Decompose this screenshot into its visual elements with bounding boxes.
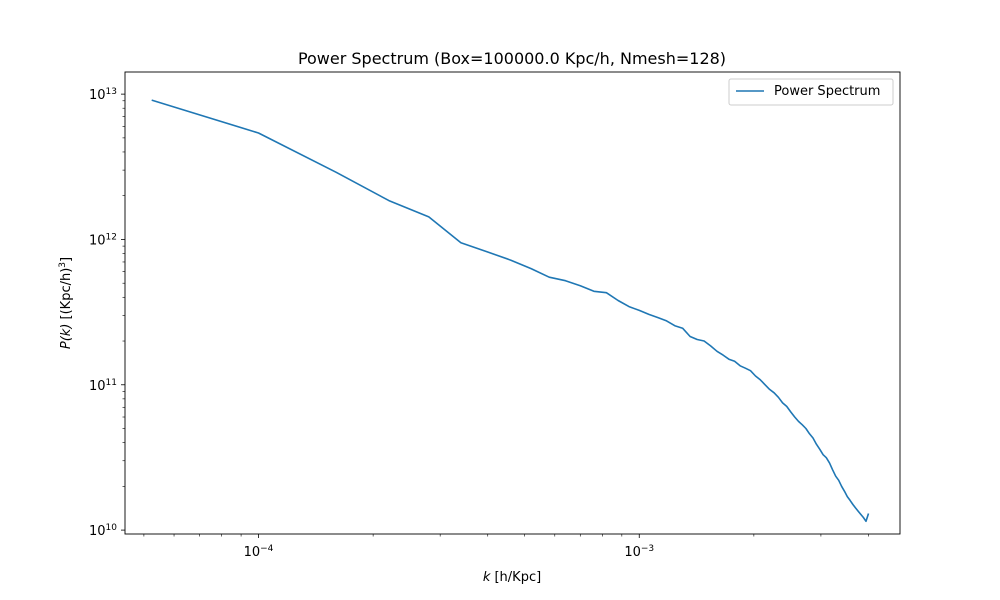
legend-box bbox=[728, 78, 894, 106]
x-tick-label: 10−3 bbox=[624, 544, 654, 560]
y-axis-label-prefix: P(k) bbox=[59, 324, 74, 350]
chart-title: Power Spectrum (Box=100000.0 Kpc/h, Nmes… bbox=[298, 49, 726, 68]
y-axis-label-suffix: ] bbox=[59, 257, 74, 262]
legend: Power Spectrum bbox=[728, 78, 894, 106]
axes-frame bbox=[124, 71, 901, 535]
series-line-power-spectrum bbox=[151, 99, 870, 523]
y-tick-label: 1011 bbox=[89, 378, 117, 394]
plot-area: 10−4 10−3 1010 1011 1012 1013 bbox=[89, 71, 901, 560]
y-tick-label: 1010 bbox=[89, 523, 117, 539]
x-axis-label-unit: [h/Kpc] bbox=[490, 570, 541, 585]
y-axis-label-unit: [(Kpc/h) bbox=[59, 268, 74, 324]
legend-entry-label: Power Spectrum bbox=[774, 84, 880, 99]
x-major-ticks: 10−4 10−3 bbox=[244, 534, 654, 560]
y-tick-label: 1012 bbox=[89, 232, 117, 248]
y-tick-label: 1013 bbox=[89, 87, 117, 103]
y-major-ticks: 1010 1011 1012 1013 bbox=[89, 87, 125, 539]
y-axis-label-exp: 3 bbox=[58, 262, 68, 268]
series-layer bbox=[151, 99, 870, 523]
y-axis-label: P(k) [(Kpc/h)3] bbox=[58, 257, 74, 349]
x-axis-label-symbol: k bbox=[483, 570, 491, 585]
x-axis-label: k [h/Kpc] bbox=[483, 570, 541, 585]
x-tick-label: 10−4 bbox=[244, 544, 274, 560]
